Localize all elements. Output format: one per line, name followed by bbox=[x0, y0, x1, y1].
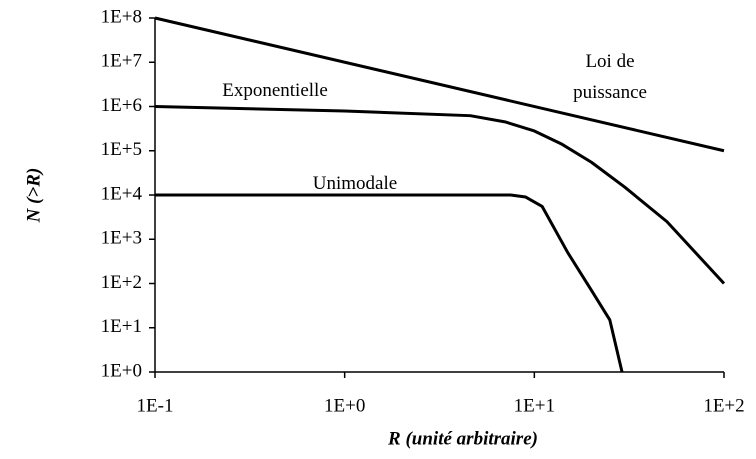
series-label: Unimodale bbox=[312, 173, 398, 194]
series-line bbox=[154, 16, 725, 153]
x-tick-label: 1E-1 bbox=[137, 395, 174, 416]
x-axis-label: R (unité arbitraire) bbox=[387, 428, 538, 449]
y-tick-label: 1E+1 bbox=[101, 316, 142, 337]
x-tick-label: 1E+1 bbox=[514, 395, 555, 416]
y-axis-label: N (>R) bbox=[23, 168, 44, 224]
y-tick-label: 1E+2 bbox=[101, 272, 142, 293]
y-tick-label: 1E+7 bbox=[101, 51, 142, 72]
y-tick-label: 1E+6 bbox=[101, 95, 142, 116]
y-tick-label: 1E+4 bbox=[101, 183, 143, 204]
y-tick-label: 1E+5 bbox=[101, 139, 142, 160]
x-tick-label: 1E+0 bbox=[324, 395, 365, 416]
y-tick-label: 1E+3 bbox=[101, 228, 142, 249]
series-line bbox=[154, 105, 726, 285]
y-tick-label: 1E+8 bbox=[101, 6, 142, 27]
y-tick-label: 1E+0 bbox=[101, 360, 142, 381]
series-label: Exponentielle bbox=[222, 80, 328, 101]
series-label: Loi de puissance bbox=[573, 51, 647, 103]
series-line bbox=[155, 193, 624, 373]
x-tick-label: 1E+2 bbox=[703, 395, 744, 416]
